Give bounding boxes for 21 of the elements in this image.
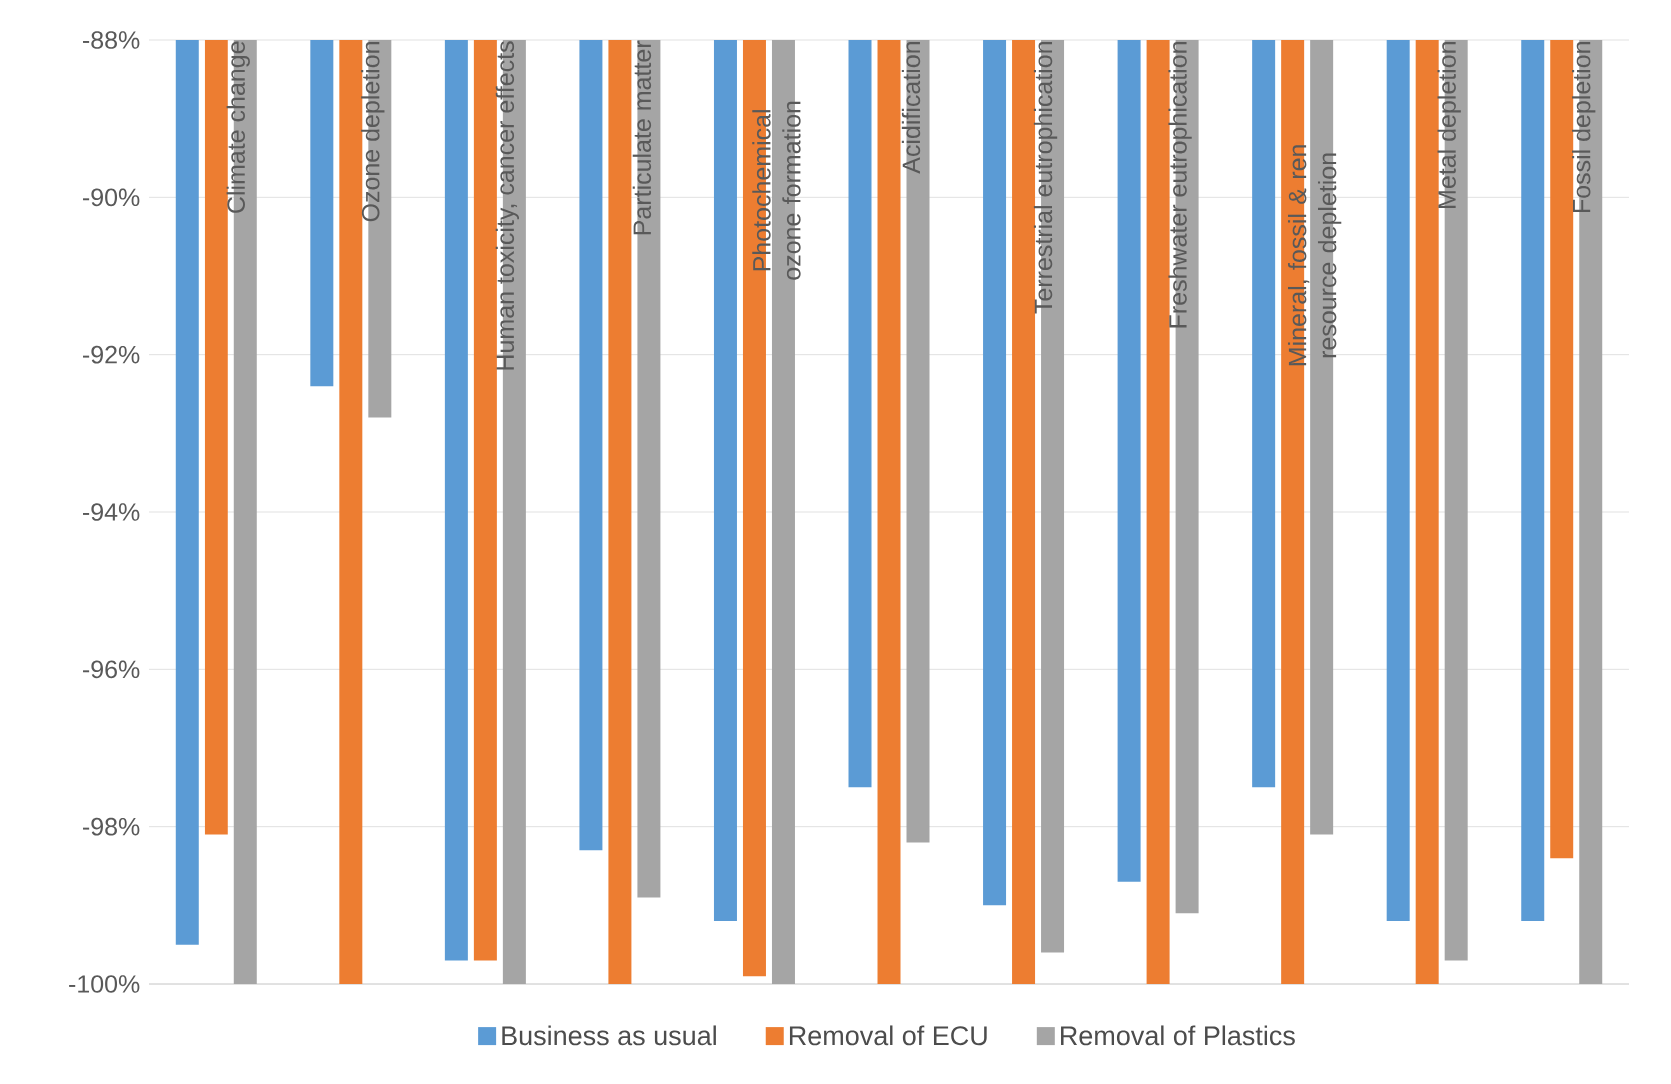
y-tick-label: -88%	[83, 31, 140, 49]
x-tick-label: Metal depletion	[1437, 42, 1461, 208]
y-tick-label: -96%	[83, 660, 140, 679]
x-tick-label: Climate change	[226, 41, 250, 213]
x-tick-label: Ozone depletion	[361, 42, 385, 222]
legend-label: Removal of ECU	[789, 1025, 987, 1046]
x-tick-label: Freshwater eutrophication	[1168, 42, 1192, 328]
y-tick-label: -94%	[83, 503, 140, 521]
legend-label: Business as usual	[502, 1025, 716, 1046]
x-tick-label: Human toxicity, cancer effects	[495, 41, 520, 370]
x-tick-label: Mineral, fossil & ren resource depletion	[1287, 145, 1342, 366]
y-tick-label: -100%	[69, 975, 140, 993]
x-tick-label: Terrestrial eutrophication	[1033, 42, 1058, 314]
y-tick-label: -98%	[83, 817, 140, 836]
y-tick-label: -92%	[83, 345, 140, 364]
x-tick-label: Particulate matter	[632, 40, 652, 235]
x-tick-label: Fossil depletion	[1572, 42, 1596, 213]
y-tick-label: -90%	[83, 188, 140, 207]
x-tick-label: Photochemical ozone formation	[752, 101, 801, 280]
legend-label: Removal of Plastics	[1061, 1025, 1295, 1046]
x-tick-label: Acidification	[901, 42, 921, 174]
